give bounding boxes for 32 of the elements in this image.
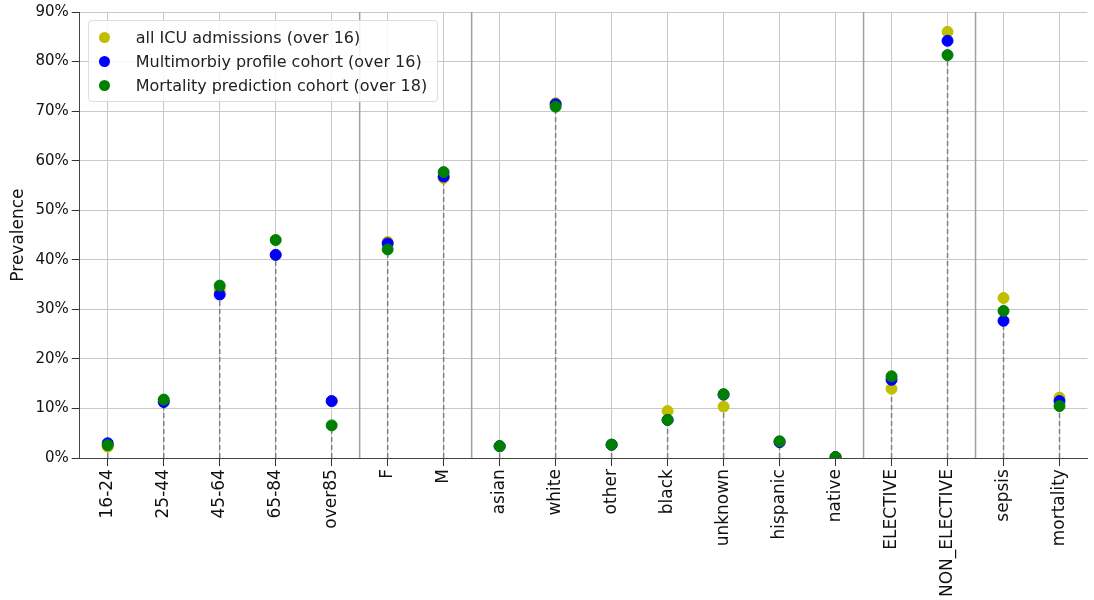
x-tick-label: unknown [712,469,733,547]
x-tick-label: asian [488,469,509,515]
y-axis-title: Prevalence [6,188,27,282]
x-tick-label: other [600,469,621,515]
x-tick-label: over85 [320,469,341,529]
x-tick-label: black [656,468,677,515]
x-tick-label: 16-24 [96,469,117,519]
y-tick-label: 0% [44,447,69,466]
y-tick-label: 60% [35,150,69,169]
x-tick-label: white [544,469,565,516]
x-tick-label: 45-64 [208,469,229,519]
x-tick-label: native [823,469,844,523]
x-tick-label: sepsis [991,468,1012,522]
y-tick-label: 80% [35,51,69,70]
y-tick-label: 20% [35,348,69,367]
x-tick-label: mortality [1047,469,1068,547]
x-tick-label: F [376,469,397,479]
y-tick-label: 70% [35,101,69,120]
legend-label: Mortality prediction cohort (over 18) [135,75,428,95]
y-tick-label: 10% [35,398,69,417]
x-tick-label: 25-44 [152,469,173,519]
x-tick-label: ELECTIVE [879,469,900,550]
y-tick-label: 30% [35,299,69,318]
x-tick-label: M [432,469,453,484]
x-tick-label: NON_ELECTIVE [935,469,957,598]
x-tick-label: hispanic [768,469,788,540]
y-tick-label: 90% [35,1,69,20]
x-tick-label: 65-84 [264,469,285,519]
y-tick-label: 40% [35,249,69,268]
y-tick-label: 50% [35,200,69,219]
legend-label: all ICU admissions (over 16) [135,27,361,47]
legend-label: Multimorbiy profile cohort (over 16) [135,51,422,71]
